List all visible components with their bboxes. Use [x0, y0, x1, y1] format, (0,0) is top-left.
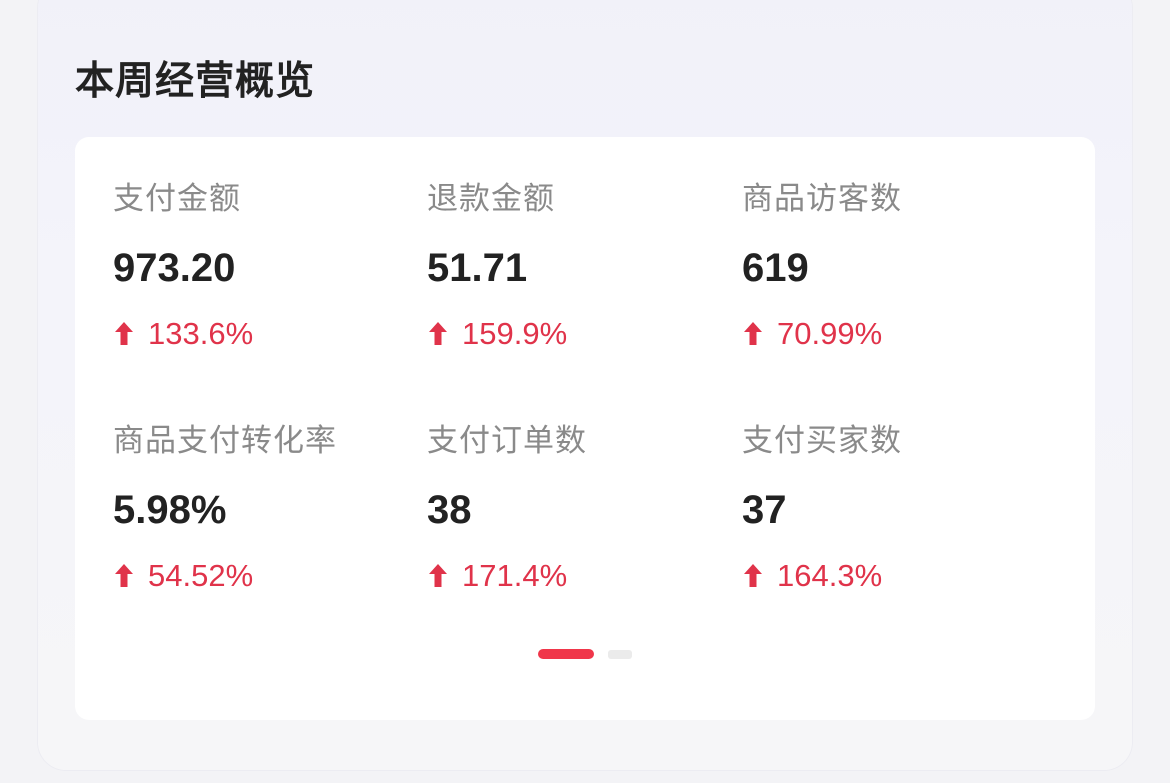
page-title: 本周经营概览	[75, 60, 316, 103]
metrics-panel[interactable]: 支付金额 973.20 133.6% 退款金额 51.71 159.9% 商品访…	[75, 137, 1095, 720]
arrow-up-icon	[115, 564, 133, 587]
metric-change-value: 159.9%	[462, 316, 568, 351]
metric-value: 37	[742, 488, 787, 532]
metric-change-value: 54.52%	[148, 558, 254, 593]
metric-change-value: 164.3%	[777, 558, 883, 593]
arrow-up-icon	[429, 322, 447, 345]
metric-item[interactable]: 支付金额 973.20 133.6%	[113, 179, 413, 354]
page-dot[interactable]	[608, 649, 632, 659]
metric-label: 商品支付转化率	[113, 423, 337, 458]
page-dot-active[interactable]	[538, 649, 594, 659]
pagination-indicator[interactable]	[538, 649, 632, 659]
metric-change: 159.9%	[427, 314, 727, 354]
metric-change-value: 70.99%	[777, 316, 883, 351]
metric-change: 133.6%	[113, 314, 413, 354]
metric-value: 51.71	[427, 246, 528, 290]
metric-item[interactable]: 退款金额 51.71 159.9%	[427, 179, 727, 354]
metric-label: 支付订单数	[427, 423, 587, 458]
metric-change-value: 171.4%	[462, 558, 568, 593]
metric-change-value: 133.6%	[148, 316, 254, 351]
metric-change: 54.52%	[113, 556, 413, 596]
metric-value: 619	[742, 246, 809, 290]
metric-change: 70.99%	[742, 314, 1042, 354]
metric-label: 退款金额	[427, 181, 555, 216]
metric-change: 171.4%	[427, 556, 727, 596]
metric-change: 164.3%	[742, 556, 1042, 596]
arrow-up-icon	[744, 564, 762, 587]
arrow-up-icon	[744, 322, 762, 345]
metric-item[interactable]: 支付订单数 38 171.4%	[427, 421, 727, 596]
metric-label: 商品访客数	[742, 181, 902, 216]
metric-value: 973.20	[113, 246, 236, 290]
arrow-up-icon	[115, 322, 133, 345]
metric-value: 38	[427, 488, 472, 532]
metric-item[interactable]: 商品访客数 619 70.99%	[742, 179, 1042, 354]
metric-item[interactable]: 支付买家数 37 164.3%	[742, 421, 1042, 596]
metric-value: 5.98%	[113, 488, 227, 532]
metric-label: 支付买家数	[742, 423, 902, 458]
metric-item[interactable]: 商品支付转化率 5.98% 54.52%	[113, 421, 413, 596]
arrow-up-icon	[429, 564, 447, 587]
metric-label: 支付金额	[113, 181, 241, 216]
